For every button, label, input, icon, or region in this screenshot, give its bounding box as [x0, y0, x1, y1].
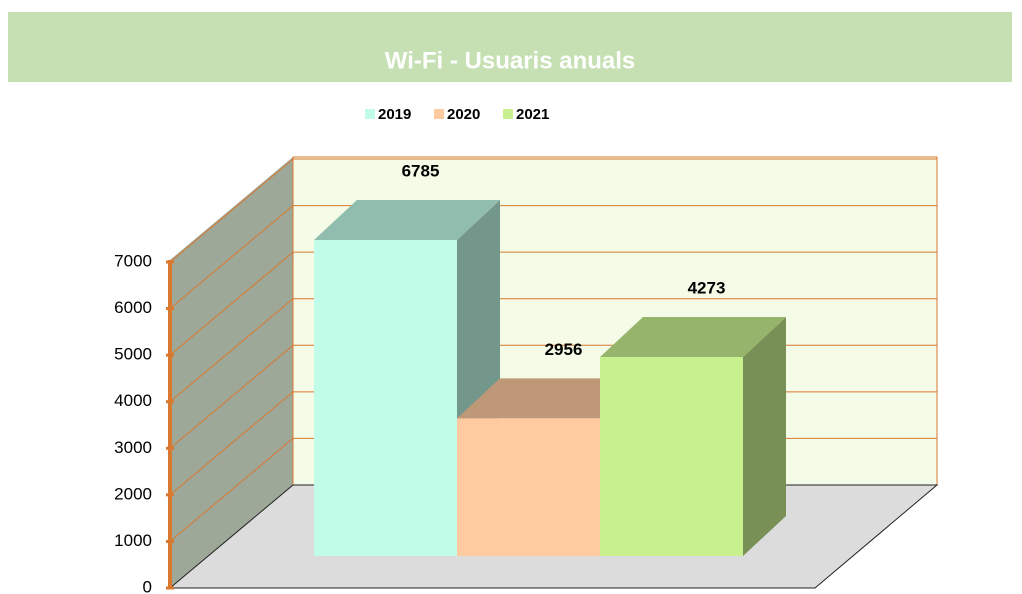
side-wall — [170, 157, 293, 588]
legend-label: 2020 — [447, 106, 480, 123]
bars — [314, 200, 786, 556]
y-tick-label: 3000 — [114, 438, 152, 457]
grid-line — [169, 298, 294, 403]
data-label: 4273 — [688, 278, 726, 297]
chart-title: Wi-Fi - Usuaris anuals — [385, 47, 636, 74]
bar-top — [457, 378, 643, 419]
bar-side — [743, 317, 786, 556]
y-tick-label: 6000 — [114, 298, 152, 317]
y-tick-label: 1000 — [114, 531, 152, 550]
legend-swatch — [503, 109, 513, 119]
grid-line — [169, 344, 294, 449]
grid-line — [169, 391, 294, 496]
y-tick-label: 2000 — [114, 484, 152, 503]
data-label: 2956 — [545, 340, 583, 359]
legend-label: 2019 — [378, 106, 411, 123]
bar-top — [600, 317, 786, 358]
grid-line — [169, 251, 294, 356]
grid-line — [169, 158, 294, 263]
legend-swatch — [365, 109, 375, 119]
bar — [600, 357, 743, 556]
y-tick-label: 0 — [143, 577, 152, 594]
y-tick-label: 7000 — [114, 251, 152, 270]
legend-label: 2021 — [516, 106, 549, 123]
y-tick-label: 5000 — [114, 345, 152, 364]
data-label: 6785 — [402, 161, 440, 180]
bar — [457, 418, 600, 556]
grid-line — [169, 438, 294, 542]
legend-swatch — [434, 109, 444, 119]
grid-line — [169, 205, 294, 309]
legend: 2019 2020 2021 — [365, 106, 549, 123]
grid — [166, 158, 937, 590]
bar-top — [314, 200, 500, 241]
y-tick-label: 4000 — [114, 391, 152, 410]
title-band — [8, 12, 1012, 82]
bar — [314, 240, 457, 556]
